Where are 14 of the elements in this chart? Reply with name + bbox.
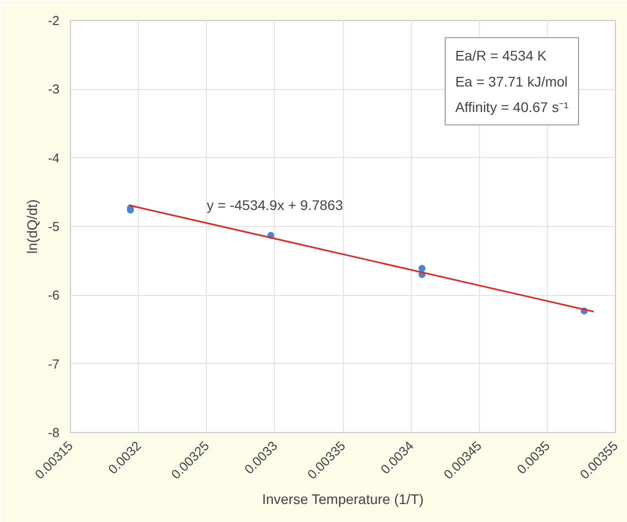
y-tick-label: -4 xyxy=(48,150,60,166)
y-tick-label: -2 xyxy=(48,13,60,28)
annotation: Ea = 37.71 kJ/mol xyxy=(455,73,568,90)
y-tick-label: -8 xyxy=(48,425,60,440)
y-tick-label: -3 xyxy=(48,82,60,97)
y-tick-label: -5 xyxy=(48,219,60,234)
point xyxy=(418,264,426,272)
annotation: y = -4534.9x + 9.7863 xyxy=(206,196,344,213)
annotation: Affinity = 40.67 s⁻¹ xyxy=(455,98,569,115)
y-tick-label: -7 xyxy=(48,356,60,372)
y-tick-label: -6 xyxy=(48,288,60,303)
x-axis-title: Inverse Temperature (1/T) xyxy=(262,491,424,508)
y-axis-title: ln(dQ/dt) xyxy=(24,199,40,254)
annotation: Ea/R = 4534 K xyxy=(455,48,548,64)
